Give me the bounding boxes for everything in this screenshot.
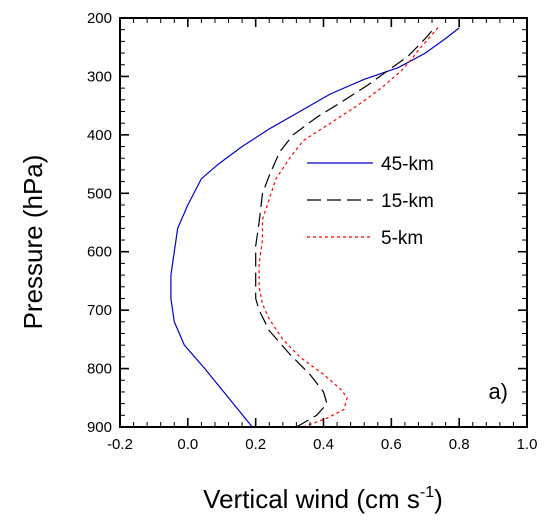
series-line-2 [255,26,436,428]
y-tick-label: 500 [87,185,112,202]
series-layer [170,26,460,428]
y-tick-label: 300 [87,68,112,85]
y-tick-label: 200 [87,10,112,27]
legend-label-3: 5-km [381,228,423,249]
panel-label: a) [488,379,508,404]
x-tick-label: 0.4 [313,436,334,453]
y-tick-label: 700 [87,302,112,319]
x-axis-label: Vertical wind (cm s-1) [203,484,443,514]
axis-layer: -0.2 0.0 0.2 0.4 0.6 0.8 1.0 200 300 400 500 600 700… [87,10,537,453]
legend-label-1: 45-km [381,154,434,175]
x-axis-label-close: ) [434,484,443,514]
series-line-3 [258,26,440,428]
x-tick-label: -0.2 [107,436,133,453]
plot-frame [119,17,528,428]
x-axis-label-main: Vertical wind (cm s [203,484,420,514]
x-tick-label: 1.0 [517,436,538,453]
x-tick-label: 0.8 [449,436,470,453]
legend-label-2: 15-km [381,191,434,212]
x-axis-label-superscript: -1 [420,484,434,501]
x-tick-label: 0.6 [381,436,402,453]
y-tick-label: 800 [87,361,112,378]
x-tick-label: 0.0 [177,436,198,453]
y-tick-label: 400 [87,127,112,144]
y-axis-label: Pressure (hPa) [18,155,48,330]
x-tick-label: 0.2 [245,436,266,453]
y-tick-label: 600 [87,244,112,261]
y-tick-label: 900 [87,419,112,436]
legend: 45-km 15-km 5-km [307,154,434,249]
